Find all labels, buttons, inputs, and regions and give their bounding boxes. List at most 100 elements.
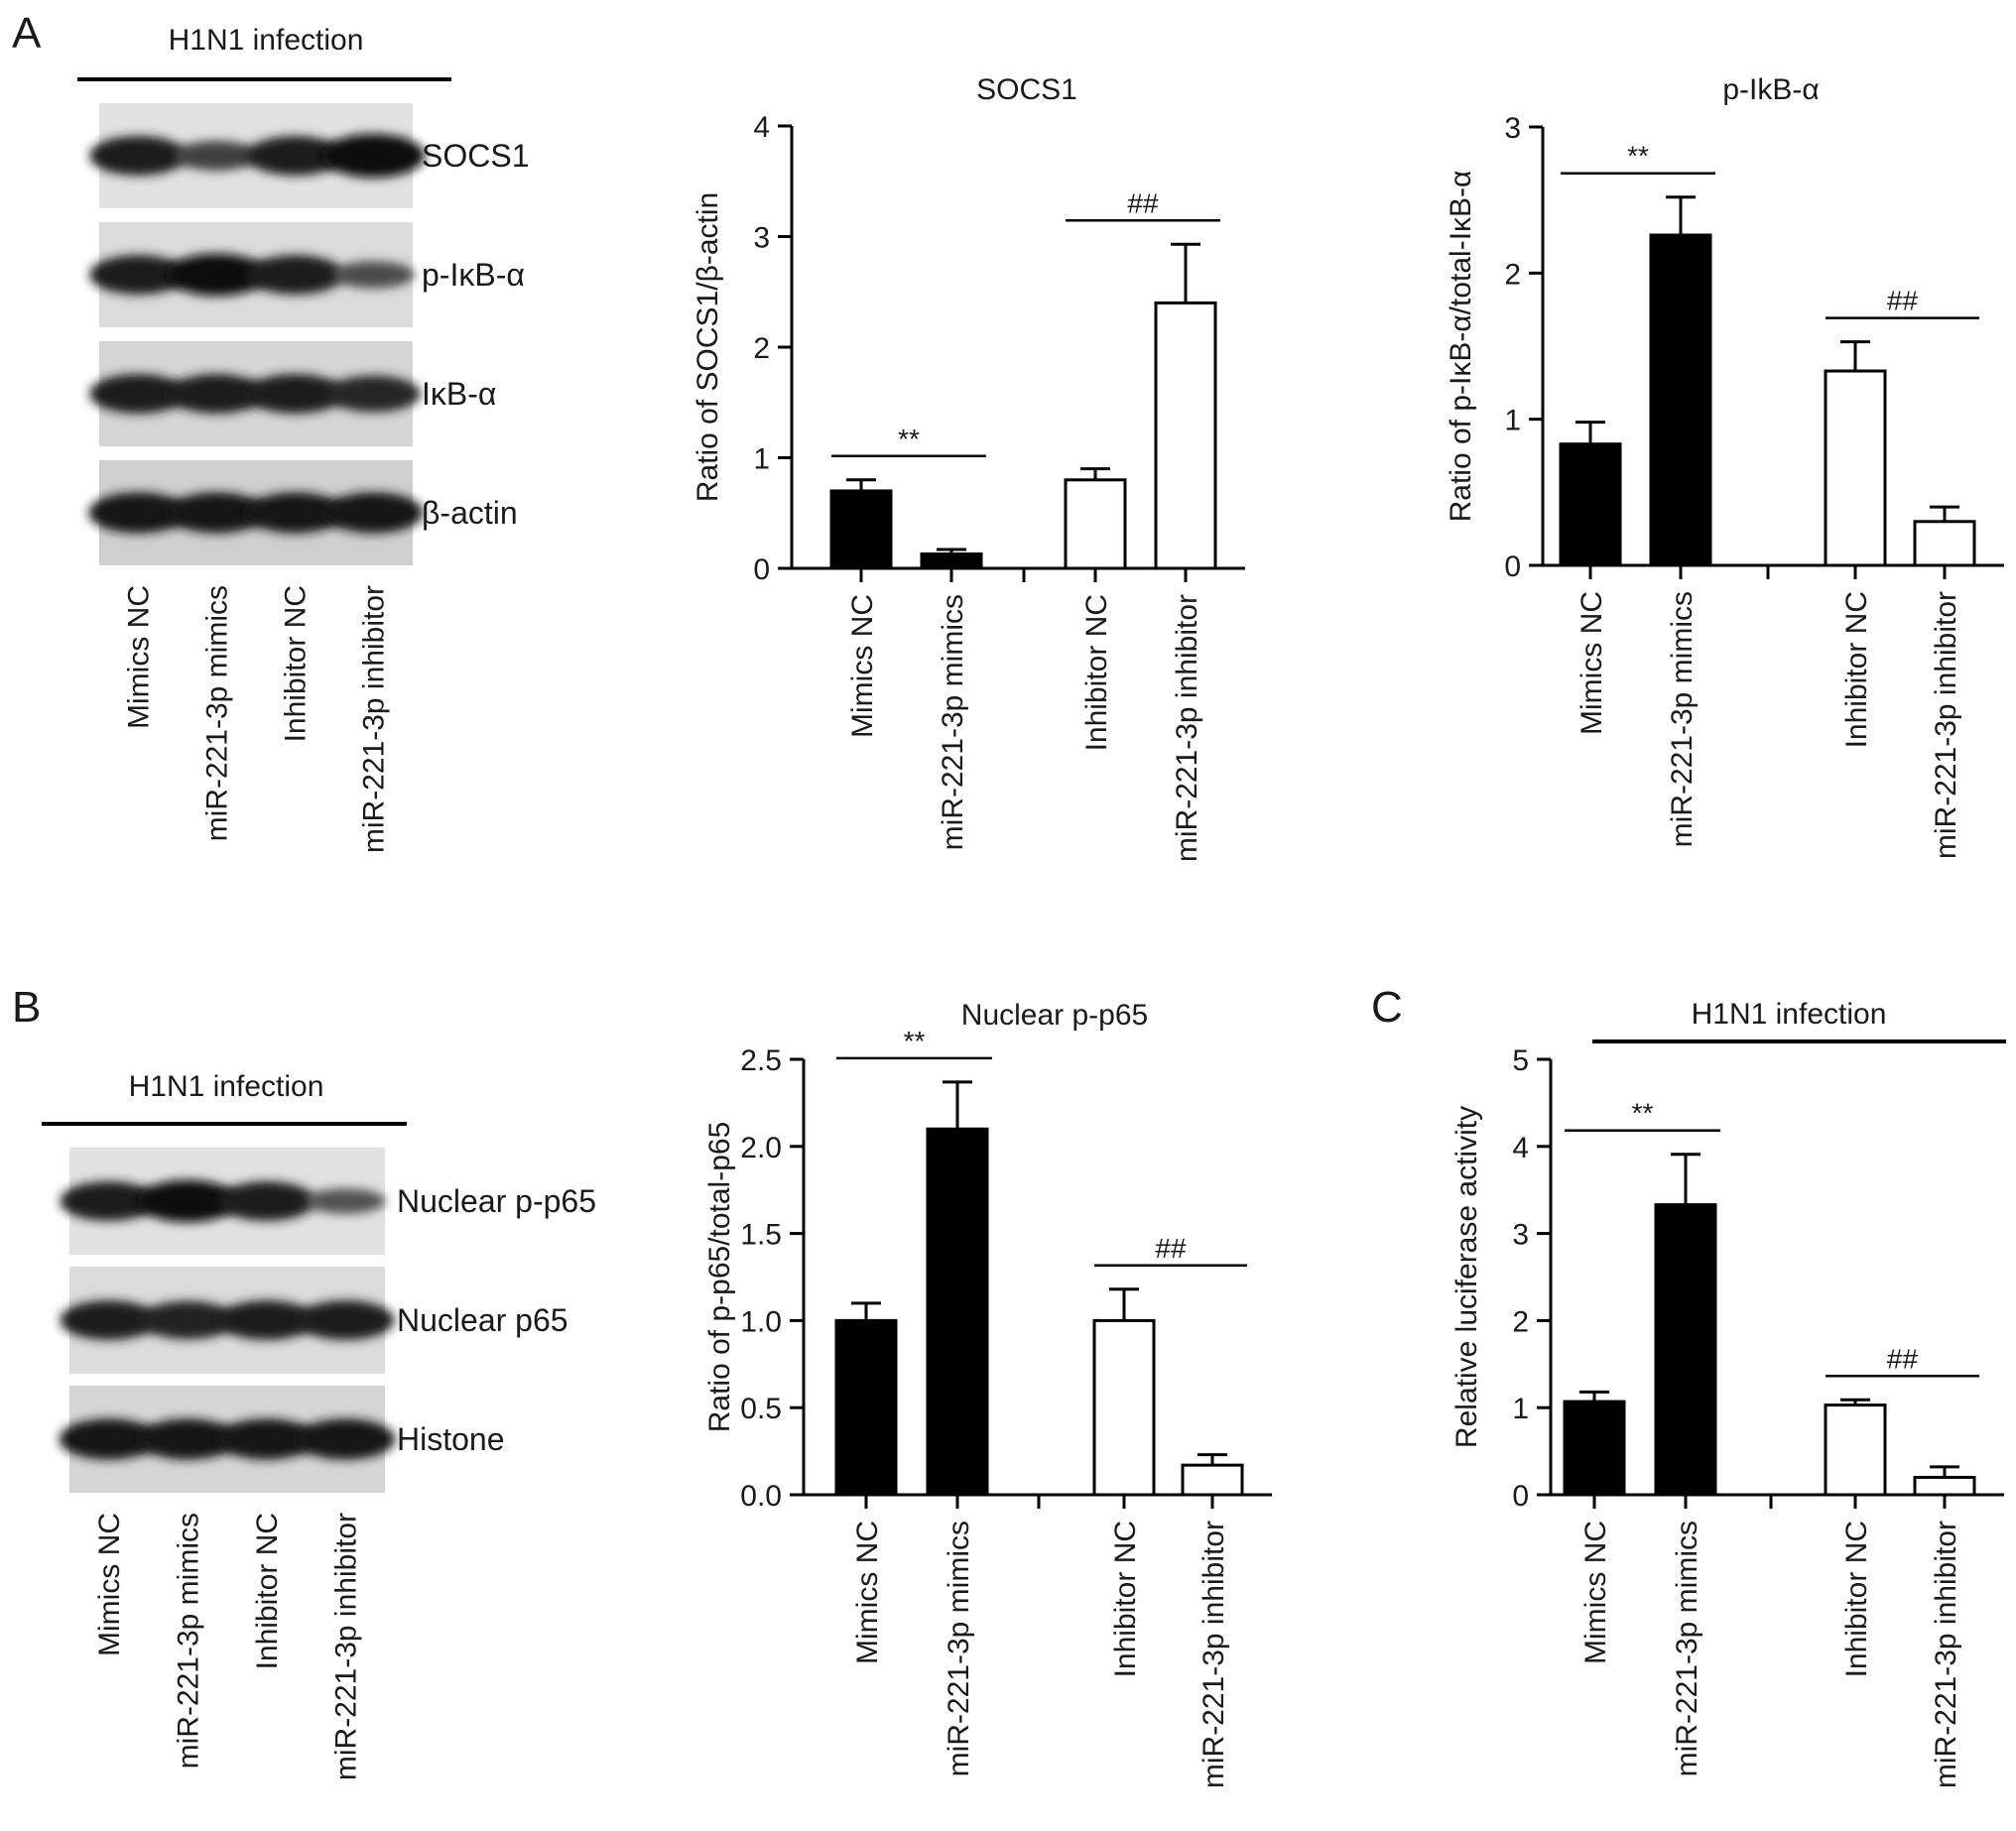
x-tick-label: miR-221-3p mimics: [937, 594, 969, 850]
blot-band: [167, 492, 267, 534]
blot-band: [166, 253, 268, 297]
bar: [1181, 1463, 1244, 1497]
y-tick-label: 2.5: [740, 1044, 782, 1077]
chart-c-header: H1N1 infection: [1692, 998, 1887, 1031]
blot-band: [305, 1188, 386, 1214]
y-tick-label: 0.0: [740, 1480, 782, 1513]
panel-letter-b: B: [12, 983, 41, 1032]
x-tick-label: miR-221-3p mimics: [943, 1521, 975, 1776]
x-tick-label: Mimics NC: [846, 594, 879, 738]
significance-label: ##: [1155, 1233, 1187, 1264]
significance-label: **: [904, 1026, 926, 1056]
blot-band-label: IκB-α: [422, 376, 496, 412]
blot-band: [168, 374, 266, 414]
x-tick-label: miR-221-3p inhibitor: [1930, 1521, 1962, 1788]
blot-band: [60, 1300, 159, 1340]
bar: [926, 1127, 989, 1497]
chart-socs1: SOCS1 Ratio of SOCS1/β-actin 0 1 2 3 4 Mimics N…: [692, 73, 1245, 862]
x-tick-label: Inhibitor NC: [1840, 591, 1873, 748]
blot-band: [332, 261, 415, 289]
y-tick-label: 3: [1512, 1219, 1529, 1252]
y-tick-label: 3: [753, 222, 770, 255]
blot-a-header: H1N1 infection: [169, 24, 364, 57]
bar: [1824, 1404, 1887, 1497]
blot-band: [246, 255, 344, 295]
panel-letter-a: A: [12, 9, 42, 58]
blot-band: [89, 255, 188, 295]
chart-nuclear-p-p65: Nuclear p-p65 Ratio of p-p65/total-p65 0.0…: [703, 999, 1272, 1788]
blot-lane-label: Mimics NC: [93, 1513, 126, 1656]
blot-band-label: β-actin: [422, 495, 518, 531]
bar: [1154, 301, 1217, 570]
y-tick-label: 1: [1504, 405, 1521, 437]
x-tick-label: Inhibitor NC: [1109, 1521, 1142, 1677]
significance-label: **: [898, 424, 920, 454]
y-tick-label: 3: [1504, 112, 1521, 145]
blot-lane-label: Inhibitor NC: [251, 1513, 284, 1669]
bar: [1913, 1475, 1976, 1497]
blot-band: [245, 492, 345, 534]
blot-band: [246, 374, 344, 414]
blot-band-label: Nuclear p65: [397, 1302, 568, 1338]
blot-lane-label: Inhibitor NC: [280, 585, 313, 742]
chart-title: p-IkB-α: [1722, 73, 1819, 106]
bar: [920, 552, 983, 570]
chart-luciferase: Relative luciferase activity 0 1 2 3 4 5 Mimics…: [1450, 1044, 2004, 1788]
chart-p-ikb-alpha: p-IkB-α Ratio of p-IκB-α/total-IκB-α 0 1 2 3 M…: [1445, 73, 2004, 859]
significance-label: **: [1627, 141, 1649, 172]
blot-band: [326, 375, 421, 413]
blot-lane-label: Mimics NC: [123, 585, 156, 729]
x-tick-label: miR-221-3p inhibitor: [1930, 591, 1962, 859]
y-axis-label: Relative luciferase activity: [1450, 1106, 1483, 1448]
bar: [1563, 1400, 1626, 1497]
blot-band: [216, 1418, 316, 1460]
x-tick-label: Inhibitor NC: [1840, 1521, 1873, 1677]
blot-band: [296, 1300, 395, 1340]
bar: [1559, 442, 1622, 567]
blot-band: [89, 374, 188, 414]
bar: [1913, 520, 1976, 567]
blot-band-label: p-IκB-α: [422, 257, 525, 293]
y-tick-label: 2: [1512, 1305, 1529, 1338]
significance-label: ##: [1887, 1343, 1919, 1374]
y-axis-label: Ratio of SOCS1/β-actin: [692, 192, 724, 502]
y-tick-label: 5: [1512, 1044, 1529, 1077]
blot-band: [59, 1418, 159, 1460]
blot-b-header: H1N1 infection: [129, 1070, 324, 1103]
chart-title: Nuclear p-p65: [961, 999, 1148, 1032]
blot-lane-label: miR-221-3p inhibitor: [329, 1513, 362, 1780]
x-tick-label: miR-221-3p inhibitor: [1197, 1521, 1230, 1788]
y-tick-label: 2.0: [740, 1132, 782, 1164]
blot-band-label: SOCS1: [422, 138, 529, 174]
panel-letter-c: C: [1371, 983, 1403, 1032]
blot-band: [139, 1300, 236, 1340]
y-tick-label: 2: [1504, 258, 1521, 291]
bar: [1649, 233, 1712, 567]
y-tick-label: 0.5: [740, 1393, 782, 1425]
x-tick-label: Mimics NC: [851, 1521, 884, 1664]
x-tick-label: miR-221-3p mimics: [1671, 1521, 1703, 1776]
blot-band: [138, 1418, 238, 1460]
x-tick-label: miR-221-3p mimics: [1666, 591, 1699, 847]
significance-label: **: [1632, 1098, 1654, 1129]
y-axis-label: Ratio of p-IκB-α/total-IκB-α: [1445, 171, 1477, 523]
blot-band: [217, 1300, 316, 1340]
y-tick-label: 0: [1512, 1480, 1529, 1513]
y-tick-label: 1: [753, 443, 770, 476]
blot-band: [137, 1179, 239, 1223]
blot-lane-label: miR-221-3p inhibitor: [358, 585, 391, 853]
blot-band: [323, 492, 424, 534]
blot-band: [321, 134, 426, 178]
blot-band-label: Histone: [397, 1421, 505, 1457]
chart-title: SOCS1: [976, 73, 1077, 106]
blot-band: [89, 136, 188, 176]
y-tick-label: 1: [1512, 1393, 1529, 1425]
bar: [829, 489, 893, 570]
x-tick-label: Mimics NC: [1579, 1521, 1612, 1664]
blot-lane-label: miR-221-3p mimics: [201, 585, 234, 841]
y-axis-label: Ratio of p-p65/total-p65: [703, 1122, 736, 1433]
x-tick-label: Inhibitor NC: [1080, 594, 1113, 751]
blot-band: [88, 492, 189, 534]
bar: [1824, 369, 1887, 567]
